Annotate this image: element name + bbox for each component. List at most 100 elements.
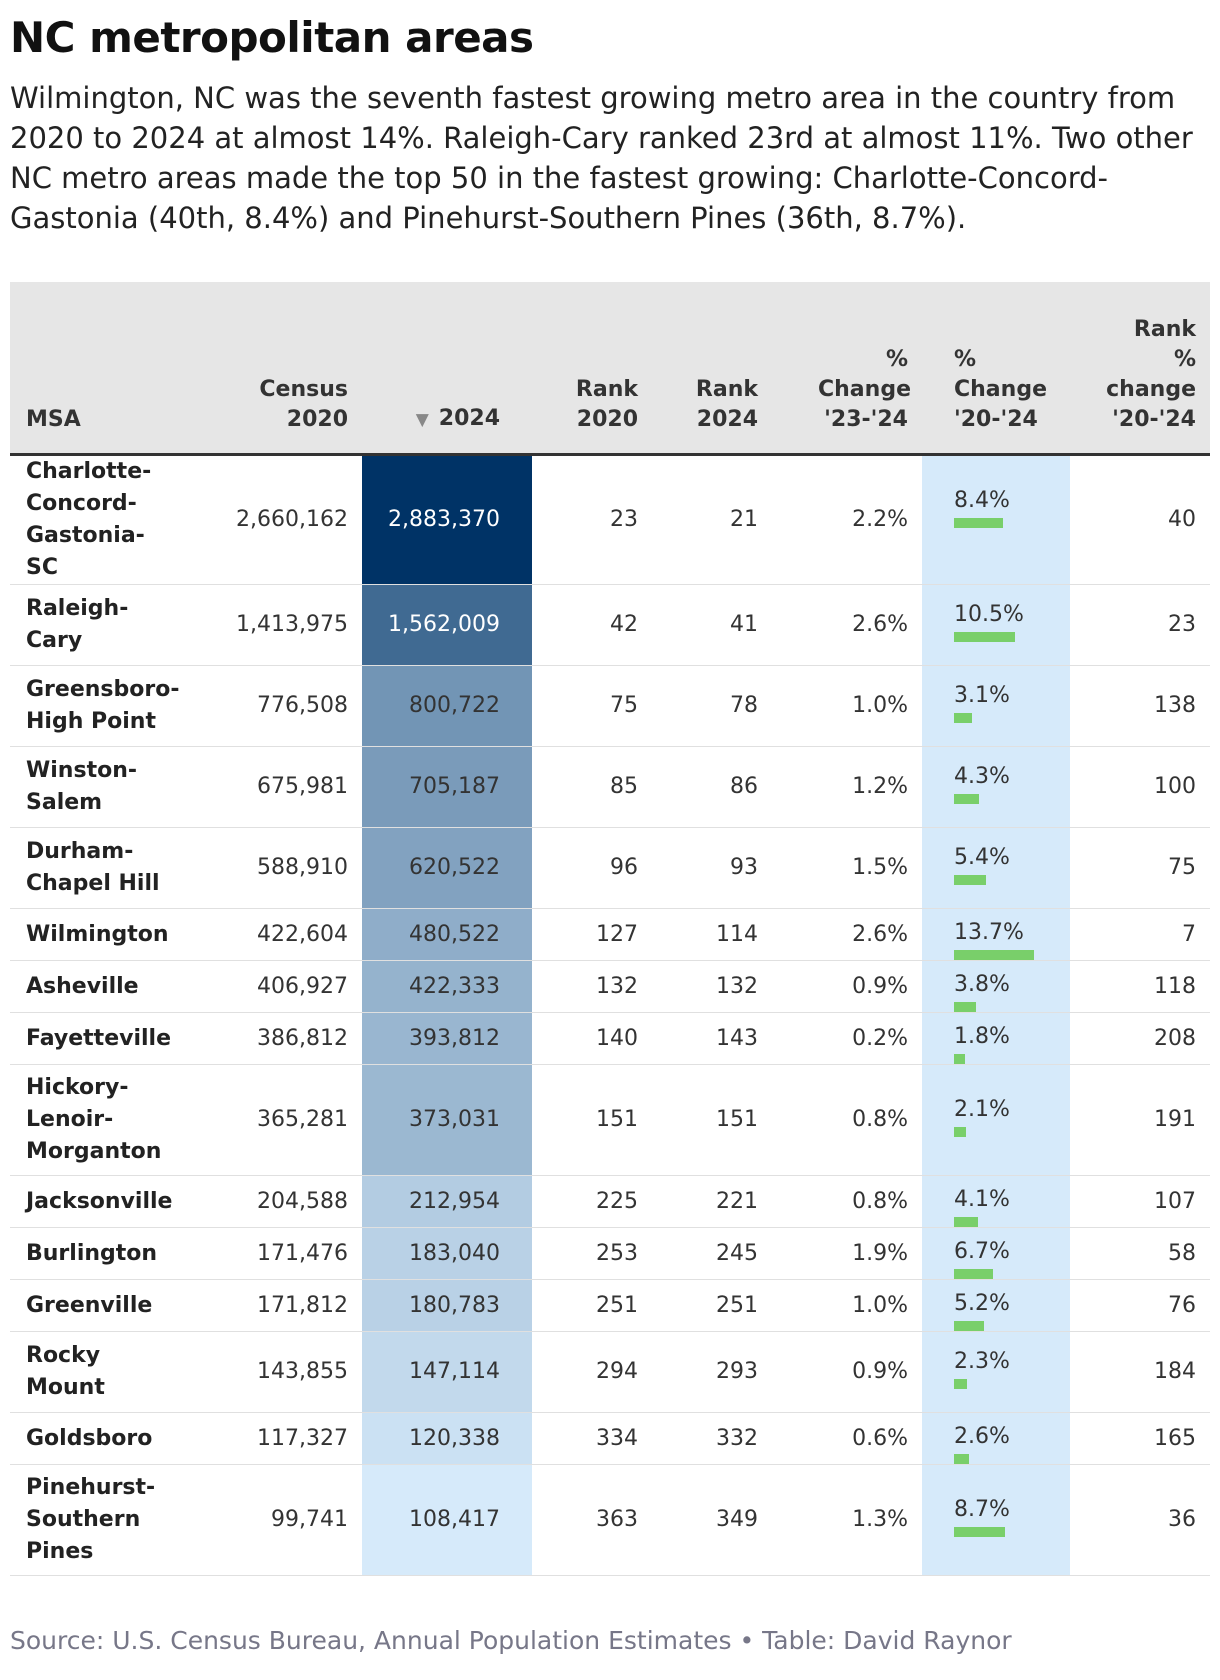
cell-pct-change-20-24: 13.7%	[922, 908, 1070, 961]
cell-msa: Hickory-Lenoir-Morganton	[10, 1064, 190, 1176]
cell-rank-pct-change: 100	[1070, 746, 1210, 828]
cell-pct-change-23-24: 2.6%	[772, 584, 922, 666]
table-row: Goldsboro 117,327 120,338 334 332 0.6% 2.6% 165	[10, 1412, 1210, 1465]
cell-rank-2020: 75	[532, 665, 652, 747]
cell-rank-2024: 293	[652, 1331, 772, 1413]
cell-census-2020: 365,281	[190, 1064, 362, 1176]
cell-pct-change-20-24: 2.3%	[922, 1331, 1070, 1413]
cell-msa: Greensboro-High Point	[10, 665, 190, 747]
pct-change-bar	[954, 1527, 1005, 1537]
cell-rank-2024: 349	[652, 1464, 772, 1576]
cell-pct-change-20-24: 3.1%	[922, 665, 1070, 747]
cell-pop-2024: 1,562,009	[362, 584, 532, 666]
pct-change-bar	[954, 1127, 966, 1137]
cell-pct-change-23-24: 2.6%	[772, 908, 922, 961]
cell-rank-pct-change: 7	[1070, 908, 1210, 961]
table-row: Charlotte-Concord-Gastonia-SC 2,660,162 2,…	[10, 454, 1210, 585]
cell-pop-2024: 422,333	[362, 960, 532, 1013]
cell-pct-change-20-24: 2.6%	[922, 1412, 1070, 1465]
cell-rank-pct-change: 107	[1070, 1175, 1210, 1228]
cell-pct-change-23-24: 1.2%	[772, 746, 922, 828]
cell-pct-change-23-24: 1.5%	[772, 827, 922, 909]
cell-msa: Fayetteville	[10, 1012, 190, 1065]
cell-pct-change-20-24: 6.7%	[922, 1227, 1070, 1280]
cell-rank-pct-change: 36	[1070, 1464, 1210, 1576]
cell-pop-2024: 147,114	[362, 1331, 532, 1413]
cell-rank-pct-change: 76	[1070, 1279, 1210, 1332]
column-header-pct-change-20-24[interactable]: % Change '20-'24	[922, 282, 1070, 456]
data-table: MSA Census 2020 ▼ 2024 Rank 2020 Rank 202…	[10, 282, 1210, 1576]
cell-pct-change-23-24: 0.8%	[772, 1064, 922, 1176]
cell-pct-change-20-24: 4.1%	[922, 1175, 1070, 1228]
cell-msa: Goldsboro	[10, 1412, 190, 1465]
cell-rank-pct-change: 191	[1070, 1064, 1210, 1176]
cell-rank-2020: 96	[532, 827, 652, 909]
table-row: Durham-Chapel Hill 588,910 620,522 96 93 1.5%…	[10, 827, 1210, 909]
cell-pct-change-20-24: 3.8%	[922, 960, 1070, 1013]
table-row: Raleigh-Cary 1,413,975 1,562,009 42 41 2.6% 10…	[10, 584, 1210, 666]
table-header-row: MSA Census 2020 ▼ 2024 Rank 2020 Rank 202…	[10, 282, 1210, 456]
column-header-rank-2024[interactable]: Rank 2024	[652, 282, 772, 456]
cell-rank-2024: 251	[652, 1279, 772, 1332]
cell-pop-2024: 480,522	[362, 908, 532, 961]
cell-rank-2024: 143	[652, 1012, 772, 1065]
cell-census-2020: 204,588	[190, 1175, 362, 1228]
cell-pop-2024: 108,417	[362, 1464, 532, 1576]
column-header-census-2020[interactable]: Census 2020	[190, 282, 362, 456]
pct-change-label: 8.4%	[954, 488, 1010, 513]
cell-rank-pct-change: 75	[1070, 827, 1210, 909]
cell-census-2020: 422,604	[190, 908, 362, 961]
cell-rank-pct-change: 23	[1070, 584, 1210, 666]
cell-census-2020: 588,910	[190, 827, 362, 909]
table-row: Fayetteville 386,812 393,812 140 143 0.2% 1.8%…	[10, 1012, 1210, 1065]
column-header-rank-2020[interactable]: Rank 2020	[532, 282, 652, 456]
cell-census-2020: 99,741	[190, 1464, 362, 1576]
cell-census-2020: 406,927	[190, 960, 362, 1013]
cell-pct-change-20-24: 5.2%	[922, 1279, 1070, 1332]
cell-rank-pct-change: 184	[1070, 1331, 1210, 1413]
cell-rank-2020: 225	[532, 1175, 652, 1228]
chart-subtitle: Wilmington, NC was the seventh fastest g…	[10, 81, 1193, 235]
cell-rank-2024: 21	[652, 454, 772, 585]
cell-pct-change-23-24: 0.9%	[772, 960, 922, 1013]
column-header-pct-change-23-24[interactable]: % Change '23-'24	[772, 282, 922, 456]
cell-pct-change-23-24: 0.8%	[772, 1175, 922, 1228]
cell-rank-2020: 294	[532, 1331, 652, 1413]
cell-rank-2024: 245	[652, 1227, 772, 1280]
pct-change-label: 5.2%	[954, 1291, 1010, 1316]
pct-change-bar	[954, 794, 979, 804]
pct-change-label: 5.4%	[954, 845, 1010, 870]
column-header-rank-pct-change[interactable]: Rank % change '20-'24	[1070, 282, 1210, 456]
cell-pop-2024: 183,040	[362, 1227, 532, 1280]
cell-rank-pct-change: 138	[1070, 665, 1210, 747]
cell-rank-2024: 93	[652, 827, 772, 909]
cell-pop-2024: 120,338	[362, 1412, 532, 1465]
table-row: Burlington 171,476 183,040 253 245 1.9% 6.7% 58	[10, 1227, 1210, 1280]
cell-pop-2024: 212,954	[362, 1175, 532, 1228]
cell-msa: Raleigh-Cary	[10, 584, 190, 666]
pct-change-label: 13.7%	[954, 920, 1024, 945]
cell-census-2020: 776,508	[190, 665, 362, 747]
cell-rank-2020: 253	[532, 1227, 652, 1280]
cell-rank-pct-change: 40	[1070, 454, 1210, 585]
source-note: Source: U.S. Census Bureau, Annual Popul…	[10, 1626, 1012, 1655]
pct-change-bar	[954, 950, 1034, 960]
cell-msa: Wilmington	[10, 908, 190, 961]
table-row: Jacksonville 204,588 212,954 225 221 0.8% 4.1%…	[10, 1175, 1210, 1228]
pct-change-bar	[954, 875, 986, 885]
column-header-msa[interactable]: MSA	[10, 282, 190, 456]
pct-change-bar	[954, 518, 1003, 528]
cell-pct-change-23-24: 2.2%	[772, 454, 922, 585]
pct-change-bar	[954, 1002, 976, 1012]
cell-rank-2020: 132	[532, 960, 652, 1013]
cell-pop-2024: 705,187	[362, 746, 532, 828]
cell-pct-change-23-24: 1.0%	[772, 1279, 922, 1332]
pct-change-label: 4.3%	[954, 764, 1010, 789]
cell-pct-change-23-24: 0.9%	[772, 1331, 922, 1413]
cell-census-2020: 171,812	[190, 1279, 362, 1332]
cell-rank-2024: 132	[652, 960, 772, 1013]
cell-pct-change-23-24: 0.6%	[772, 1412, 922, 1465]
column-header-2024[interactable]: ▼ 2024	[362, 282, 532, 456]
cell-census-2020: 117,327	[190, 1412, 362, 1465]
pct-change-label: 2.1%	[954, 1097, 1010, 1122]
